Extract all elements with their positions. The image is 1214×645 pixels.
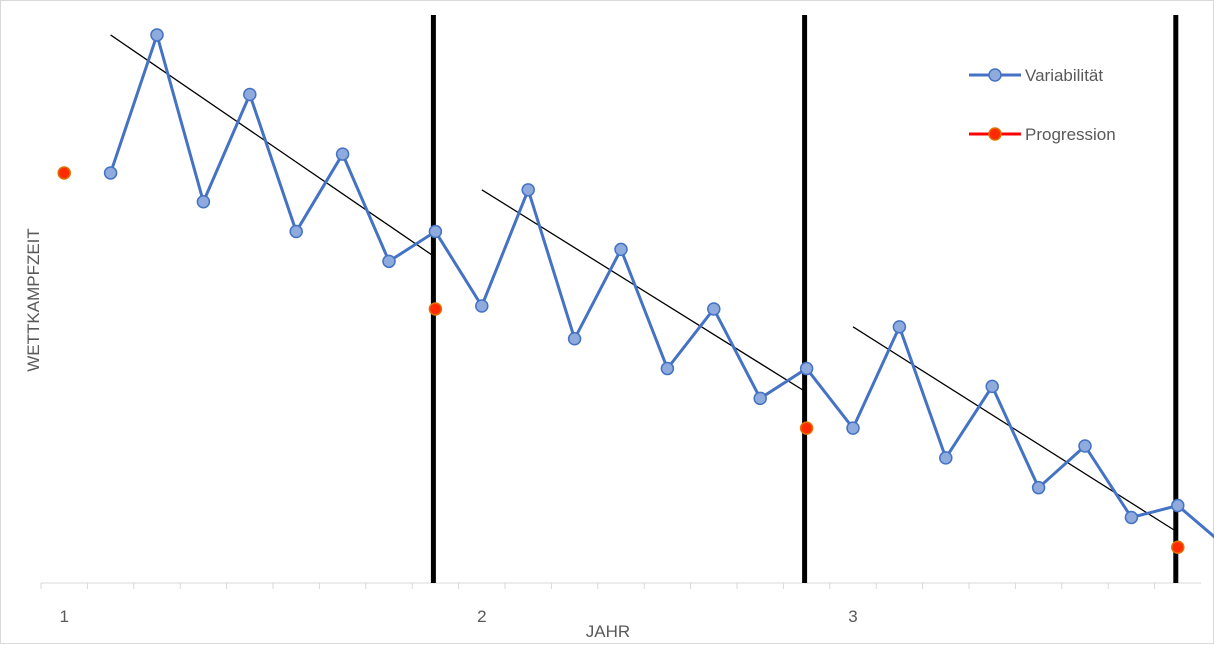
series-layer <box>57 28 1214 555</box>
series-variabilitaet-point <box>707 302 721 316</box>
series-variabilitaet-point <box>382 254 396 269</box>
trend-layer <box>110 34 1179 533</box>
series-variabilitaet-point <box>475 299 489 313</box>
x-tick-label: 3 <box>848 607 857 626</box>
series-variabilitaet-point <box>1124 510 1139 525</box>
series-variabilitaet-point <box>335 147 350 161</box>
series-variabilitaet-point <box>799 361 814 376</box>
series-variabilitaet-point <box>243 87 257 102</box>
series-variabilitaet-point <box>939 451 953 465</box>
series-progression-point <box>57 166 71 180</box>
series-progression-point <box>799 421 814 435</box>
trend-line <box>110 34 436 258</box>
axis-layer <box>40 582 1201 589</box>
legend: Variabilität Progression <box>969 66 1116 144</box>
series-variabilitaet-point <box>1078 439 1092 453</box>
series-variabilitaet-point <box>150 28 164 42</box>
series-variabilitaet-line <box>109 29 1214 539</box>
y-axis-title: WETTKAMPFZEIT <box>24 228 43 372</box>
series-variabilitaet-point <box>103 166 118 180</box>
series-progression-point <box>428 302 443 316</box>
series-variabilitaet-point <box>428 224 443 239</box>
legend-variabilitaet-marker <box>988 68 1002 82</box>
separator-layer <box>430 15 1179 583</box>
series-variabilitaet-point <box>614 242 628 257</box>
series-variabilitaet-point <box>196 194 211 209</box>
series-variabilitaet-point <box>1031 480 1046 495</box>
legend-variabilitaet-label: Variabilität <box>1025 66 1103 85</box>
series-variabilitaet-point <box>1171 498 1185 513</box>
series-variabilitaet-point <box>846 421 860 435</box>
legend-progression-marker <box>988 127 1002 141</box>
label-layer: JAHR WETTKAMPFZEIT 1 2 3 <box>24 228 858 641</box>
trend-line <box>481 189 807 393</box>
series-variabilitaet-point <box>521 183 535 197</box>
x-tick-label: 2 <box>477 607 486 626</box>
x-tick-label: 1 <box>59 607 68 626</box>
series-variabilitaet-point <box>289 224 303 239</box>
series-progression-point <box>1171 540 1185 555</box>
series-variabilitaet-point <box>567 332 582 346</box>
series-variabilitaet-point <box>892 320 907 334</box>
series-variabilitaet-point <box>753 391 767 406</box>
trend-line <box>852 326 1179 533</box>
series-variabilitaet-point <box>985 379 999 394</box>
x-axis-title: JAHR <box>586 622 630 641</box>
legend-progression-label: Progression <box>1025 125 1116 144</box>
series-variabilitaet-point <box>660 361 675 376</box>
